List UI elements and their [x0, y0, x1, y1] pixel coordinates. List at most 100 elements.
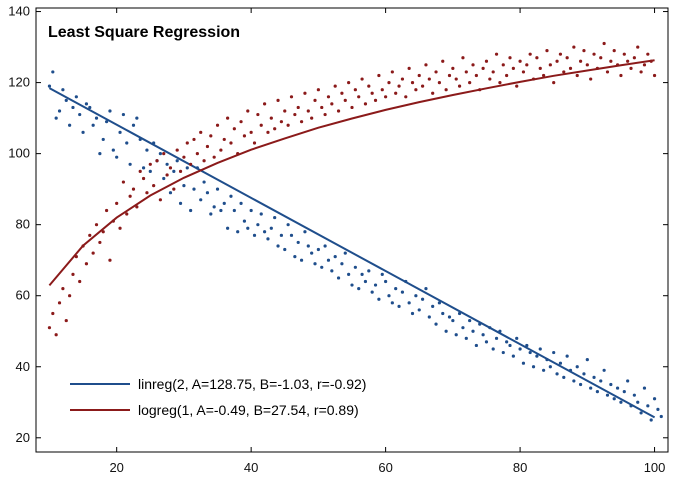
series-1-point: [286, 123, 290, 127]
series-1-point: [622, 52, 626, 56]
series-1-point: [649, 59, 653, 63]
series-1-point: [632, 56, 636, 60]
series-0-point: [498, 329, 502, 333]
series-1-point: [410, 80, 415, 85]
series-1-point: [538, 66, 542, 70]
series-0-point: [236, 230, 240, 234]
series-0-point: [360, 272, 364, 276]
series-1-point: [283, 109, 287, 113]
series-0-point: [545, 358, 549, 362]
series-0-point: [457, 311, 462, 316]
series-0-point: [299, 258, 304, 262]
series-0-point: [252, 233, 257, 237]
series-1-point: [417, 73, 421, 78]
series-1-point: [407, 66, 411, 70]
series-1-point: [108, 258, 112, 262]
series-1-point: [199, 130, 203, 134]
series-1-point: [330, 102, 334, 106]
series-0-point: [474, 343, 478, 348]
series-1-point: [299, 120, 304, 124]
series-0-point: [626, 379, 630, 383]
series-0-point: [249, 208, 253, 213]
series-0-point: [501, 350, 505, 355]
series-1-point: [521, 70, 526, 74]
series-0-point: [115, 155, 119, 159]
series-1-point: [431, 91, 435, 95]
series-0-point: [582, 372, 586, 376]
series-0-point: [404, 279, 408, 284]
series-0-point: [326, 258, 331, 262]
series-0-point: [471, 329, 475, 333]
series-1-point: [619, 73, 623, 78]
series-0-point: [340, 262, 344, 266]
series-0-point: [212, 205, 216, 209]
series-0-point: [316, 247, 320, 252]
series-1-point: [293, 112, 297, 117]
series-0-point: [390, 301, 394, 305]
series-0-point: [121, 112, 126, 117]
series-0-point: [91, 123, 95, 127]
series-1-point: [209, 134, 213, 138]
series-1-point: [357, 95, 361, 99]
series-0-point: [104, 120, 109, 124]
series-0-point: [185, 166, 189, 170]
series-1-point: [165, 173, 169, 177]
series-0-point: [505, 340, 509, 344]
series-0-point: [427, 315, 431, 319]
series-1-point: [542, 73, 546, 78]
series-0-point: [605, 393, 610, 397]
series-1-point: [94, 223, 99, 227]
series-1-point: [343, 98, 347, 102]
series-0-point: [447, 315, 452, 319]
series-1-point: [515, 84, 519, 88]
series-0-point: [612, 397, 616, 401]
series-0-point: [387, 294, 391, 298]
series-1-point: [612, 49, 616, 53]
series-0-point: [64, 98, 68, 102]
series-1-point: [397, 84, 401, 88]
series-0-point: [461, 326, 465, 330]
series-1-point: [98, 240, 102, 245]
series-1-point: [313, 98, 317, 102]
series-1-point: [491, 70, 495, 74]
series-1-point: [437, 80, 442, 85]
series-1-point: [262, 102, 267, 106]
series-1-point: [269, 116, 273, 120]
series-0-point: [276, 244, 280, 248]
series-1-point: [279, 120, 284, 124]
series-0-point: [289, 233, 294, 237]
series-0-point: [424, 287, 428, 291]
series-0-point: [370, 290, 374, 294]
series-0-point: [528, 350, 532, 355]
series-1-point: [128, 194, 132, 198]
series-0-point: [313, 262, 317, 266]
series-1-point: [172, 187, 176, 191]
series-1-point: [81, 244, 85, 248]
series-1-point: [636, 45, 640, 49]
y-tick-label: 40: [16, 359, 30, 374]
series-1-point: [229, 141, 233, 145]
series-0-point: [343, 251, 347, 255]
series-1-point: [340, 91, 344, 95]
series-1-point: [242, 134, 247, 138]
series-1-point: [246, 109, 250, 113]
series-0-point: [444, 329, 448, 333]
series-1-point: [363, 102, 368, 106]
series-0-point: [293, 255, 297, 259]
series-0-point: [575, 365, 579, 369]
series-0-point: [488, 326, 492, 330]
series-0-point: [508, 343, 512, 348]
series-1-point: [373, 98, 378, 102]
series-0-point: [525, 343, 529, 348]
series-0-point: [464, 336, 468, 340]
series-0-point: [242, 219, 247, 223]
series-1-point: [572, 45, 576, 49]
series-0-point: [172, 169, 176, 173]
series-1-point: [478, 88, 482, 92]
series-1-point: [84, 262, 89, 266]
series-0-point: [484, 340, 489, 344]
series-0-point: [168, 191, 173, 195]
series-1-point: [575, 73, 579, 78]
series-1-point: [64, 318, 68, 323]
series-1-point: [484, 59, 489, 63]
